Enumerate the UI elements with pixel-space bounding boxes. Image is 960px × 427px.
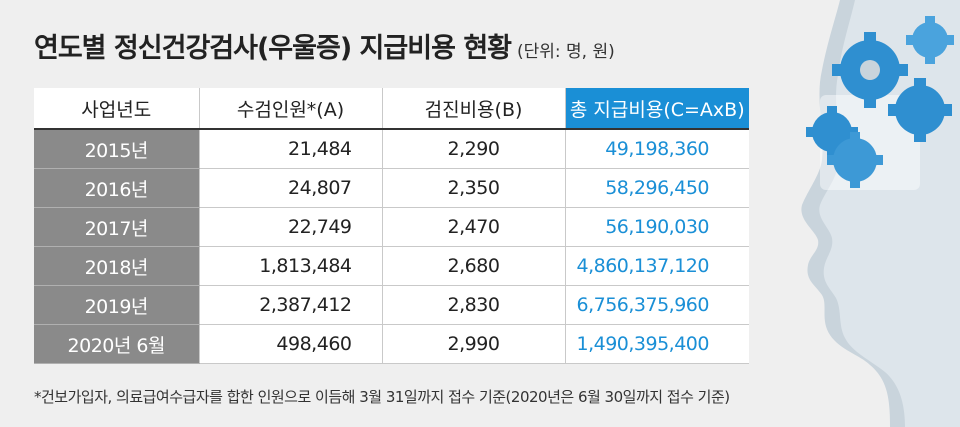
header-total: 총 지급비용(C=AxB): [565, 88, 749, 130]
header-year: 사업년도: [34, 88, 200, 130]
year-cell: 2020년 6월: [34, 324, 200, 364]
table-row: 2017년 22,749 2,470 56,190,030: [34, 207, 749, 247]
year-cell: 2017년: [34, 207, 200, 247]
people-cell: 2,387,412: [199, 285, 383, 325]
unit-label: (단위: 명, 원): [517, 42, 615, 62]
table-row: 2018년 1,813,484 2,680 4,860,137,120: [34, 246, 749, 286]
table-row: 2019년 2,387,412 2,830 6,756,375,960: [34, 285, 749, 325]
cost-cell: 2,830: [382, 285, 566, 325]
table-row: 2015년 21,484 2,290 49,198,360: [34, 129, 749, 169]
gear-icon-top: [906, 16, 954, 64]
people-cell: 498,460: [199, 324, 383, 364]
gear-icon-right: [888, 78, 952, 142]
total-cell: 49,198,360: [565, 129, 749, 169]
cost-cell: 2,350: [382, 168, 566, 208]
header-people: 수검인원*(A): [199, 88, 383, 130]
cost-cell: 2,680: [382, 246, 566, 286]
cost-cell: 2,290: [382, 129, 566, 169]
title-text: 연도별 정신건강검사(우울증) 지급비용 현황: [34, 33, 512, 64]
people-cell: 24,807: [199, 168, 383, 208]
year-cell: 2018년: [34, 246, 200, 286]
total-cell: 58,296,450: [565, 168, 749, 208]
table-row: 2020년 6월 498,460 2,990 1,490,395,400: [34, 324, 749, 364]
total-cell: 1,490,395,400: [565, 324, 749, 364]
head-gears-illustration: [801, 0, 960, 427]
cost-cell: 2,470: [382, 207, 566, 247]
people-cell: 1,813,484: [199, 246, 383, 286]
total-cell: 6,756,375,960: [565, 285, 749, 325]
cost-table: 사업년도 수검인원*(A) 검진비용(B) 총 지급비용(C=AxB) 2015…: [34, 88, 749, 364]
people-cell: 21,484: [199, 129, 383, 169]
year-cell: 2016년: [34, 168, 200, 208]
year-cell: 2015년: [34, 129, 200, 169]
total-cell: 4,860,137,120: [565, 246, 749, 286]
page-title: 연도별 정신건강검사(우울증) 지급비용 현황 (단위: 명, 원): [34, 26, 615, 65]
footnote: *건보가입자, 의료급여수급자를 합한 인원으로 이듬해 3월 31일까지 접수…: [34, 388, 730, 406]
gear-icon-large: [832, 32, 908, 108]
total-cell: 56,190,030: [565, 207, 749, 247]
table-header-row: 사업년도 수검인원*(A) 검진비용(B) 총 지급비용(C=AxB): [34, 88, 749, 130]
header-cost: 검진비용(B): [382, 88, 566, 130]
table-row: 2016년 24,807 2,350 58,296,450: [34, 168, 749, 208]
year-cell: 2019년: [34, 285, 200, 325]
gear-icon-mid: [827, 132, 883, 188]
people-cell: 22,749: [199, 207, 383, 247]
cost-cell: 2,990: [382, 324, 566, 364]
